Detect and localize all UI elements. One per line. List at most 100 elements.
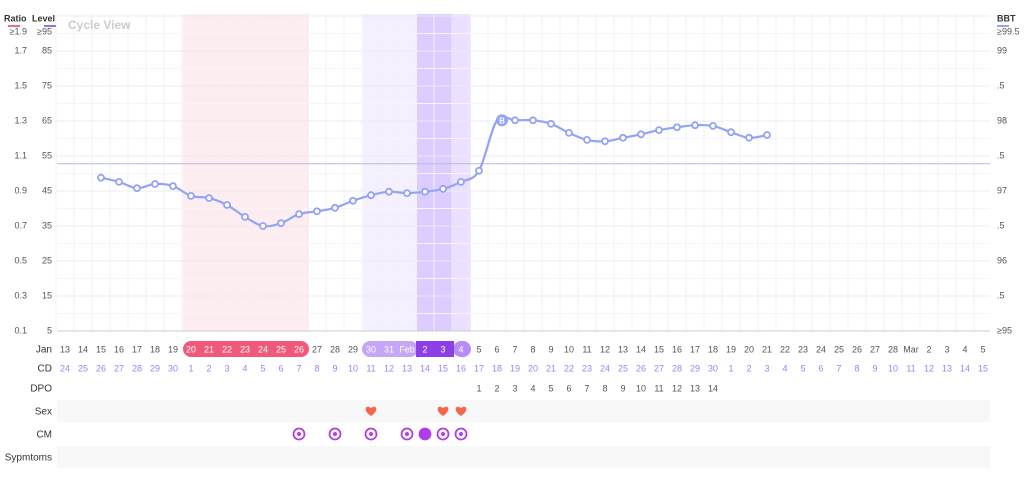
- date-label: 20: [186, 344, 196, 354]
- y-tick-label: 99: [997, 45, 1007, 55]
- dpo-label: 9: [620, 383, 625, 393]
- bbt-point: [655, 126, 663, 135]
- bbt-point: [763, 131, 771, 139]
- date-label: 18: [150, 344, 160, 354]
- date-label: 25: [276, 344, 286, 354]
- bbt-point: [367, 191, 375, 200]
- row-header: CD: [38, 364, 52, 375]
- y-tick-label: 35: [42, 220, 52, 230]
- y-tick-label: 1.7: [14, 45, 27, 55]
- axis-name: Level: [32, 13, 55, 23]
- y-tick-label: .5: [997, 220, 1005, 230]
- axis-name: BBT: [997, 13, 1016, 23]
- dpo-label: 14: [708, 383, 718, 393]
- cd-label: 30: [168, 363, 178, 373]
- date-label: 20: [744, 344, 754, 354]
- bbt-point: [457, 177, 465, 186]
- cm-icon-dot: [297, 432, 301, 436]
- cd-label: 5: [800, 363, 805, 373]
- axis-swatch: [44, 25, 56, 27]
- cd-label: 30: [708, 363, 718, 373]
- cd-label: 4: [242, 363, 247, 373]
- cd-label: 22: [564, 363, 574, 373]
- bbt-point: [403, 189, 411, 198]
- date-label: 2: [926, 344, 931, 354]
- y-tick-label: ≥99.5: [997, 26, 1019, 36]
- y-tick-label: 85: [42, 45, 52, 55]
- cd-label: 24: [60, 363, 70, 373]
- dpo-label: 7: [584, 383, 589, 393]
- cd-label: 2: [206, 363, 211, 373]
- date-label: 21: [204, 344, 214, 354]
- date-label: 2: [422, 344, 427, 354]
- cd-label: 1: [728, 363, 733, 373]
- row-header: DPO: [30, 384, 52, 395]
- date-pill: [183, 341, 309, 357]
- y-tick-label: 5: [47, 325, 52, 335]
- row-header: CM: [36, 430, 52, 441]
- dpo-label: 4: [530, 383, 535, 393]
- cd-label: 25: [78, 363, 88, 373]
- bbt-point: [187, 191, 195, 200]
- bbt-point: [259, 222, 267, 230]
- y-tick-label: 0.1: [14, 325, 27, 335]
- date-label: 4: [962, 344, 967, 354]
- bbt-point: [97, 173, 105, 182]
- date-label: 27: [870, 344, 880, 354]
- ovulation-marker: [496, 114, 508, 127]
- bbt-point: [205, 194, 213, 202]
- cd-label: 29: [690, 363, 700, 373]
- cm-icon-dot: [459, 432, 463, 436]
- y-tick-label: .5: [997, 290, 1005, 300]
- bbt-point: [349, 196, 357, 205]
- cd-label: 10: [348, 363, 358, 373]
- cd-label: 8: [854, 363, 859, 373]
- y-tick-label: 0.5: [14, 255, 27, 265]
- date-label: 5: [980, 344, 985, 354]
- date-pill: [416, 341, 454, 357]
- dpo-label: 11: [654, 383, 663, 393]
- axis-swatch: [997, 25, 1009, 27]
- sex-icon: [365, 406, 377, 416]
- row-band: [57, 400, 990, 422]
- cd-label: 14: [960, 363, 970, 373]
- bbt-point: [169, 182, 177, 191]
- cd-label: 29: [150, 363, 160, 373]
- bbt-point: [619, 133, 627, 142]
- date-label: Feb: [399, 344, 415, 354]
- date-label: 22: [222, 344, 232, 354]
- cd-label: 1: [188, 363, 193, 373]
- dpo-label: 13: [690, 383, 700, 393]
- date-label: 23: [798, 344, 808, 354]
- bbt-point: [583, 135, 591, 144]
- row-band: [57, 446, 990, 468]
- date-label: 27: [312, 344, 322, 354]
- y-tick-label: ≥95: [997, 325, 1012, 335]
- cd-label: 14: [420, 363, 430, 373]
- date-pill: [362, 341, 418, 357]
- date-label: 8: [530, 344, 535, 354]
- cd-label: 13: [402, 363, 412, 373]
- row-header: Jan: [36, 345, 52, 356]
- date-label: 6: [494, 344, 499, 354]
- date-label: 19: [726, 344, 736, 354]
- bbt-point: [709, 122, 717, 130]
- date-label: 12: [600, 344, 610, 354]
- cm-icon: [418, 427, 432, 441]
- cd-label: 15: [978, 363, 988, 373]
- bbt-point: [295, 210, 303, 219]
- cd-label: 25: [618, 363, 628, 373]
- cd-label: 24: [600, 363, 610, 373]
- y-tick-label: 15: [42, 290, 52, 300]
- cd-label: 19: [510, 363, 520, 373]
- bbt-point: [313, 207, 321, 216]
- bbt-point: [691, 121, 699, 130]
- y-tick-label: 0.3: [14, 290, 27, 300]
- date-label: 29: [348, 344, 358, 354]
- y-tick-label: 55: [42, 150, 52, 160]
- date-label: 3: [440, 344, 445, 354]
- y-tick-label: 0.9: [14, 185, 27, 195]
- cd-label: 28: [672, 363, 682, 373]
- sex-icon: [437, 406, 449, 416]
- date-label: 26: [294, 344, 304, 354]
